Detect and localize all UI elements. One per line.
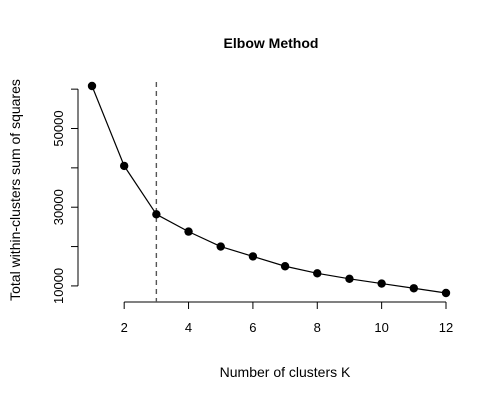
series-line-segment [156, 213, 189, 233]
y-tick-label: 50000 [51, 110, 66, 146]
series-line-segment [381, 282, 414, 289]
data-point [280, 262, 290, 271]
data-point [441, 288, 451, 298]
data-point [409, 284, 419, 293]
x-tick-label: 6 [249, 320, 256, 335]
data-point [248, 252, 258, 261]
series-line-segment [188, 231, 221, 248]
y-tick-label: 10000 [51, 268, 66, 304]
y-axis-label: Total within-clusters sum of squares [7, 79, 23, 301]
data-point [184, 227, 193, 236]
x-tick-label: 2 [121, 320, 128, 335]
x-axis: 2 4 6 8 10 12 [121, 301, 453, 335]
series-line-segment [349, 278, 382, 285]
series-line-segment [220, 245, 254, 257]
data-point [216, 242, 225, 251]
data-point [345, 274, 354, 284]
series-line-segment [91, 85, 125, 167]
data-point [313, 269, 322, 278]
data-point [119, 161, 129, 171]
x-tick-label: 4 [185, 320, 192, 335]
series-line-segment [413, 287, 447, 294]
series-line-segment [317, 272, 350, 280]
series-layer [87, 81, 451, 298]
y-axis: 10000 30000 50000 [51, 88, 79, 304]
x-tick-label: 10 [374, 320, 388, 335]
y-tick-label: 30000 [51, 189, 66, 225]
series-line-segment [123, 165, 157, 215]
x-axis-label: Number of clusters K [220, 364, 351, 380]
x-tick-label: 12 [439, 320, 453, 335]
data-point [152, 210, 161, 219]
series-line-segment [284, 265, 318, 274]
chart-title: Elbow Method [224, 35, 319, 51]
x-tick-label: 8 [314, 320, 321, 335]
data-point [87, 81, 97, 91]
data-point [377, 279, 386, 288]
series-line-segment [252, 255, 286, 267]
